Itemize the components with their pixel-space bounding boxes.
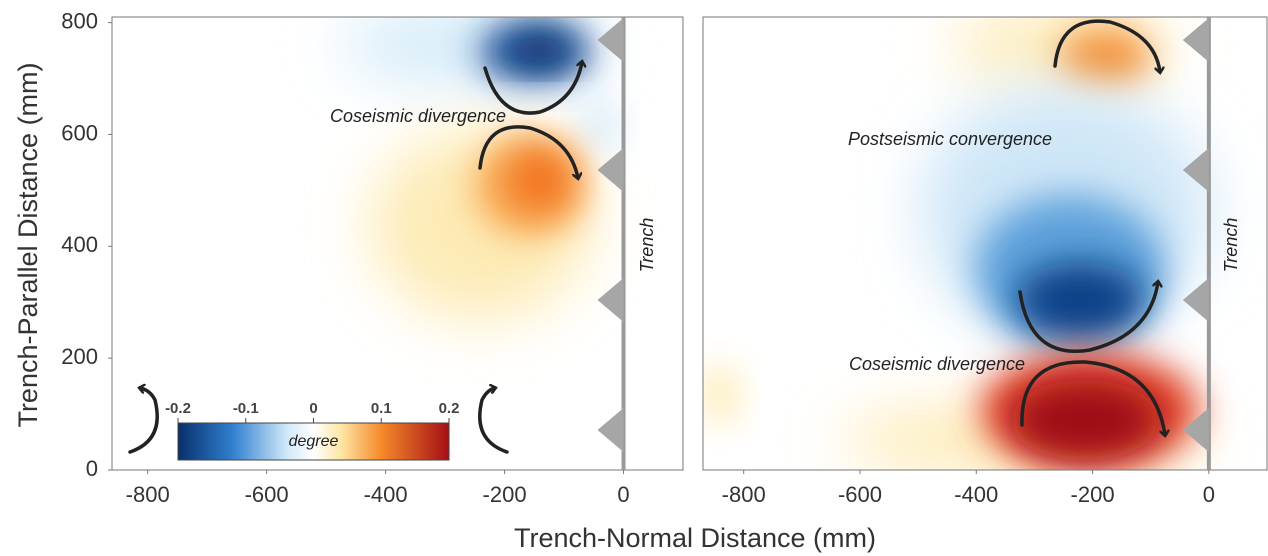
heatmap-field bbox=[703, 17, 1210, 470]
colorbar bbox=[177, 422, 450, 461]
kinematic-arrows bbox=[128, 19, 1165, 454]
annotation: Coseismic divergence bbox=[330, 106, 506, 126]
annotation: Coseismic divergence bbox=[849, 354, 1025, 374]
trench-label: Trench bbox=[637, 218, 657, 273]
colorbar-label: degree bbox=[289, 433, 339, 450]
x-tick-label: -400 bbox=[954, 482, 998, 507]
x-tick-label: 0 bbox=[617, 482, 629, 507]
colorbar-tick-label: 0 bbox=[309, 400, 317, 417]
annotation: Postseismic convergence bbox=[848, 129, 1052, 149]
trench-triangle bbox=[597, 148, 624, 192]
trench-triangle bbox=[1182, 408, 1209, 452]
y-tick-label: 800 bbox=[61, 8, 98, 33]
x-axis-label: Trench-Normal Distance (mm) bbox=[514, 523, 876, 553]
y-tick-label: 400 bbox=[61, 232, 98, 257]
y-tick-label: 600 bbox=[61, 120, 98, 145]
heatmap-field bbox=[340, 17, 620, 320]
x-tick-label: -200 bbox=[483, 482, 527, 507]
x-tick-label: -200 bbox=[1071, 482, 1115, 507]
x-tick-label: -400 bbox=[364, 482, 408, 507]
trench-triangle bbox=[597, 278, 624, 322]
colorbar-tick-label: 0.2 bbox=[439, 400, 460, 417]
colorbar-tick-label: -0.2 bbox=[165, 400, 191, 417]
trench-label: Trench bbox=[1221, 218, 1241, 273]
x-tick-label: -800 bbox=[126, 482, 170, 507]
colorbar-tick-label: 0.1 bbox=[371, 400, 392, 417]
trench-triangle bbox=[597, 18, 624, 62]
plot-frame bbox=[702, 16, 1268, 471]
colorbar-tick-label: -0.1 bbox=[233, 400, 259, 417]
trench-triangle bbox=[597, 408, 624, 452]
x-tick-label: 0 bbox=[1203, 482, 1215, 507]
trench-triangle bbox=[1182, 148, 1209, 192]
trench-triangle bbox=[1182, 278, 1209, 322]
x-tick-label: -600 bbox=[245, 482, 289, 507]
x-tick-label: -600 bbox=[838, 482, 882, 507]
y-axis-label: Trench-Parallel Distance (mm) bbox=[13, 62, 43, 427]
x-tick-label: -800 bbox=[722, 482, 766, 507]
y-tick-label: 0 bbox=[86, 456, 98, 481]
plot-frame bbox=[111, 16, 684, 471]
trench-triangle bbox=[1182, 18, 1209, 62]
y-tick-label: 200 bbox=[61, 344, 98, 369]
